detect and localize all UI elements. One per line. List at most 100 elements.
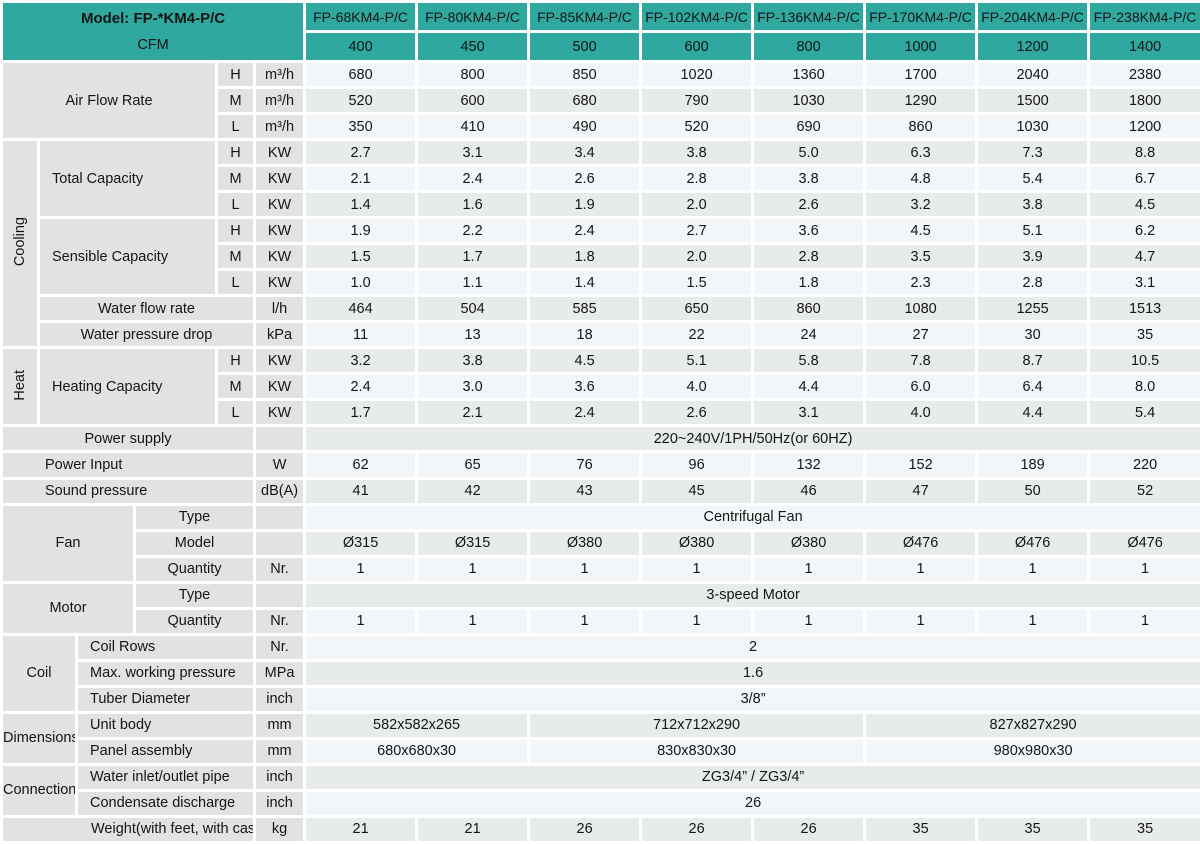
unit-label: kg [252,814,307,844]
data-cell: 2.4 [527,398,643,428]
data-cell: 21 [415,814,531,844]
unit-label: inch [252,788,307,818]
data-cell: 132 [751,450,867,480]
data-cell: 350 [303,112,419,142]
group-label: Dimensions [0,710,78,766]
data-cell: 1 [1087,554,1200,584]
data-cell: 585 [527,294,643,324]
unit-label: inch [252,762,307,792]
table-row: Sound pressure dB(A) 41 42 43 45 46 47 50 52 [0,476,1200,506]
data-cell: 6.2 [1087,216,1200,246]
row-label: Power Input [0,450,256,480]
data-cell: 2.6 [751,190,867,220]
data-cell: 860 [863,112,979,142]
data-cell: Ø315 [303,528,419,558]
data-cell: 35 [1087,814,1200,844]
data-cell: 24 [751,320,867,350]
data-cell: 3.8 [975,190,1091,220]
data-cell: 2.0 [639,190,755,220]
cfm-title: CFM [137,36,169,53]
data-cell: 35 [1087,320,1200,350]
data-cell: 1 [639,606,755,636]
table-row: Power supply 220~240V/1PH/50Hz(or 60HZ) [0,424,1200,454]
group-label-text: Connection [3,782,77,799]
data-cell: 1800 [1087,86,1200,116]
data-cell: 3.8 [751,164,867,194]
header-title-block: Model: FP-*KM4-P/C CFM [0,0,307,63]
unit-label: KW [252,346,307,376]
data-cell: 520 [639,112,755,142]
data-cell: 6.3 [863,138,979,168]
data-cell: 1 [527,554,643,584]
data-cell: 18 [527,320,643,350]
unit-label: kPa [252,320,307,350]
data-cell: 1290 [863,86,979,116]
speed-label: L [215,112,256,142]
unit-label: Nr. [252,632,307,662]
cfm-value: 1000 [863,30,979,63]
data-cell: 7.3 [975,138,1091,168]
data-cell: 3.2 [863,190,979,220]
data-cell: 3.0 [415,372,531,402]
group-label: Coil [0,632,78,714]
unit-label: l/h [252,294,307,324]
data-cell: 5.1 [639,346,755,376]
row-label: Tuber Diameter [75,684,256,714]
data-cell: Ø476 [863,528,979,558]
row-label: Total Capacity [37,138,218,220]
row-label: Water pressure drop [37,320,256,350]
data-cell: 5.0 [751,138,867,168]
speed-label: H [215,346,256,376]
data-cell: 6.7 [1087,164,1200,194]
data-cell: 1500 [975,86,1091,116]
data-cell: 3.5 [863,242,979,272]
data-cell: 1.5 [639,268,755,298]
data-cell: 1 [303,606,419,636]
table-row: M KW 1.5 1.7 1.8 2.0 2.8 3.5 3.9 4.7 [2,242,1200,272]
row-label: Air Flow Rate [0,59,218,142]
data-cell: 26 [527,814,643,844]
row-label: Power supply [0,424,256,454]
data-cell: 6.0 [863,372,979,402]
data-cell: 1 [1087,606,1200,636]
data-cell: Ø380 [527,528,643,558]
table-row: Model Ø315 Ø315 Ø380 Ø380 Ø380 Ø476 Ø476 Ø476 [2,528,1200,558]
speed-label: H [215,59,256,90]
group-label: Heat [0,346,40,428]
data-cell-span: 830x830x30 [527,736,867,766]
unit-label [252,580,307,610]
row-label: Quantity [133,606,256,636]
data-cell: 1 [751,554,867,584]
data-cell: 43 [527,476,643,506]
unit-label: KW [252,164,307,194]
data-cell: 3.8 [639,138,755,168]
unit-label: KW [252,398,307,428]
table-row: Weight(with feet, with casing)kg21212626… [0,814,1200,844]
group-label: Cooling [0,138,40,350]
data-cell: 800 [415,59,531,90]
data-cell: 152 [863,450,979,480]
data-cell: 1255 [975,294,1091,324]
data-cell: 1.0 [303,268,419,298]
speed-label: L [215,190,256,220]
data-cell: 2.4 [527,216,643,246]
data-cell: 11 [303,320,419,350]
data-cell: 35 [863,814,979,844]
data-cell-merged: 3/8” [303,684,1200,714]
data-cell: 1.1 [415,268,531,298]
data-cell: 4.0 [863,398,979,428]
data-cell: 1.5 [303,242,419,272]
data-cell: 2.7 [303,138,419,168]
table-row: Quantity Nr. 1 1 1 1 1 1 1 1 [2,554,1200,584]
row-label: Water inlet/outlet pipe [75,762,256,792]
data-cell: 13 [415,320,531,350]
data-cell: 1.9 [527,190,643,220]
data-cell: 3.6 [527,372,643,402]
speed-label: M [215,86,256,116]
data-cell: Ø476 [1087,528,1200,558]
data-cell: 3.1 [1087,268,1200,298]
group-label: Connection [0,762,78,818]
data-cell: 2.6 [639,398,755,428]
data-cell: 3.2 [303,346,419,376]
